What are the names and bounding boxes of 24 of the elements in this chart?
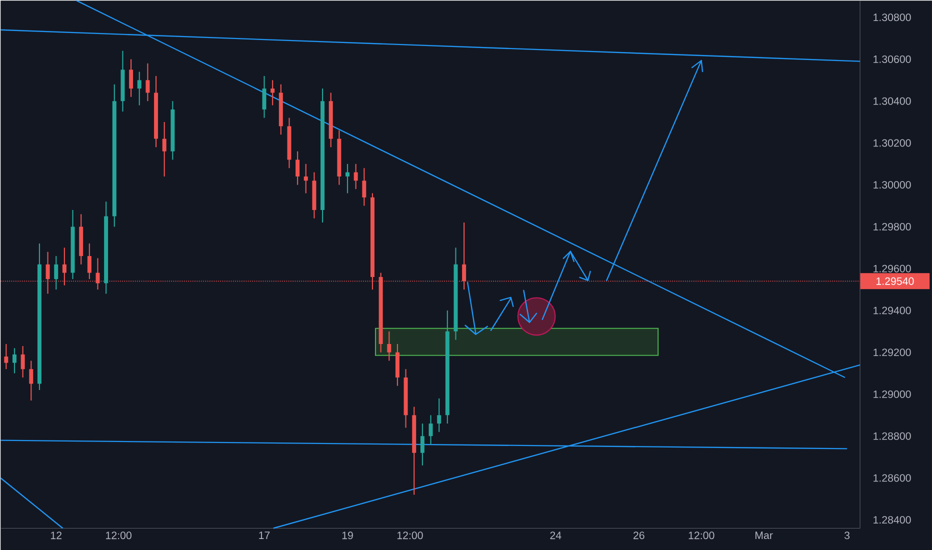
y-tick-label: 1.28600 [874, 474, 911, 482]
x-tick-label: 3 [844, 532, 850, 540]
y-tick-label: 1.29000 [874, 390, 911, 398]
y-tick-label: 1.30800 [874, 13, 911, 22]
x-tick-label: 24 [550, 532, 562, 539]
y-tick-label: 1.29800 [874, 222, 911, 230]
x-tick-label: 19 [342, 532, 353, 540]
x-tick-label: 17 [259, 532, 270, 539]
y-tick-label: 1.28800 [874, 432, 911, 440]
y-tick-label: 1.29600 [874, 264, 911, 272]
y-tick-label: 1.28400 [874, 516, 911, 524]
y-tick-label: 1.30000 [874, 180, 911, 189]
x-tick-label: 26 [634, 532, 644, 540]
y-tick-label: 1.29200 [874, 348, 911, 356]
x-tick-label: 12:00 [688, 532, 714, 540]
y-tick-label: 1.29400 [874, 306, 911, 314]
y-tick-label: 1.30200 [874, 139, 911, 147]
y-tick-label: 1.30600 [874, 55, 911, 63]
x-tick-label: 12 [51, 532, 62, 539]
x-tick-label: Mar [755, 532, 773, 539]
x-tick-label: 12:00 [397, 532, 423, 540]
ref-line-label: 1.29540 [876, 277, 914, 285]
x-tick-label: 12:00 [106, 532, 132, 540]
y-tick-label: 1.30400 [874, 97, 911, 105]
